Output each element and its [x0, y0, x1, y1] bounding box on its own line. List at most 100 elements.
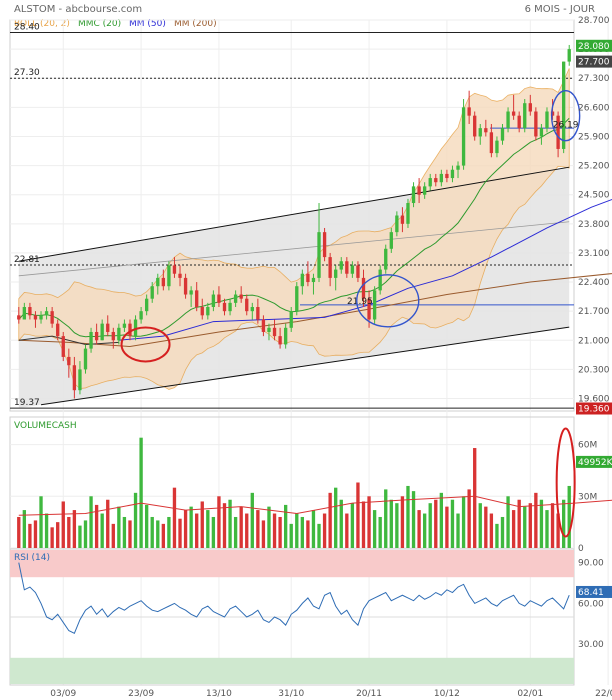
candle-body: [211, 294, 216, 308]
candle-body: [545, 111, 549, 129]
x-axis: 03/09 23/09 13/10 31/10 20/11 10/12 02/01 22/01: [50, 689, 612, 699]
date-tick-label: 23/09: [128, 689, 154, 699]
volume-bar: [539, 499, 544, 548]
candle-body: [500, 128, 505, 141]
volume-bar: [523, 506, 527, 548]
price-tick-label: 19.600: [578, 395, 610, 405]
price-tick-label: 23.800: [578, 220, 610, 230]
volume-bar: [117, 506, 121, 548]
chart-title: ALSTOM - abcbourse.com: [14, 4, 142, 15]
candle-body: [28, 307, 32, 316]
candle-body: [44, 311, 49, 316]
volume-bar: [183, 510, 188, 548]
price-tick-label: 28.700: [578, 16, 610, 26]
rsi-current-label: 68.41: [578, 588, 604, 598]
candle-body: [389, 232, 393, 249]
volume-bar: [339, 499, 343, 548]
candle-body: [311, 277, 316, 283]
candle-body: [528, 103, 532, 112]
volume-bar: [139, 437, 143, 548]
volume-bar: [489, 513, 494, 548]
level-label: 19.37: [14, 398, 40, 408]
volume-bar: [278, 516, 282, 548]
volume-bar: [561, 499, 566, 548]
volume-bar: [72, 510, 77, 548]
volume-bar: [434, 499, 438, 548]
candle-body: [300, 273, 305, 287]
volume-bar: [44, 513, 49, 548]
candle-body: [411, 186, 416, 204]
volume-bar: [456, 513, 460, 548]
candle-body: [317, 232, 321, 278]
candle-body: [256, 307, 260, 320]
volume-bar: [300, 516, 305, 548]
candle-body: [150, 286, 154, 299]
volume-bar: [328, 492, 332, 548]
volume-bar: [500, 516, 505, 548]
candle-body: [245, 298, 249, 312]
candle-body: [417, 186, 421, 195]
rsi-zones: [10, 550, 574, 684]
date-tick-label: 20/11: [356, 689, 382, 699]
candle-body: [372, 290, 377, 320]
candle-body: [306, 273, 310, 283]
volume-bar: [133, 492, 138, 548]
candle-body: [144, 298, 149, 312]
candle-body: [322, 232, 327, 258]
date-tick-label: 02/01: [517, 689, 543, 699]
rsi-tick-label: 60.00: [578, 599, 604, 609]
price-tick-label: 23.100: [578, 249, 610, 259]
candle-body: [206, 307, 210, 316]
candle-body: [50, 311, 54, 324]
volume-bar: [178, 518, 182, 548]
volume-bar: [467, 489, 471, 548]
candle-body: [339, 261, 343, 270]
volume-bar: [550, 503, 555, 548]
candle-body: [456, 165, 460, 170]
candle-body: [517, 115, 521, 129]
volume-bar: [361, 501, 366, 548]
price-tag-label: 28.080: [578, 42, 610, 52]
volume-bar: [506, 496, 510, 548]
candle-body: [523, 103, 527, 129]
candle-body: [61, 336, 65, 357]
volume-bar: [50, 527, 54, 548]
candle-body: [67, 356, 71, 366]
mmc20-line: [18, 117, 570, 338]
candle-body: [511, 111, 516, 116]
volume-tick-label: 30M: [578, 492, 597, 502]
volume-bar: [211, 516, 216, 548]
candle-body: [295, 286, 299, 312]
candle-body: [534, 111, 538, 137]
candle-body: [100, 323, 104, 341]
candle-body: [217, 294, 221, 303]
volume-bar: [422, 513, 427, 548]
candle-body: [183, 277, 188, 295]
rsi-overbought-zone: [10, 550, 574, 578]
candle-body: [111, 331, 115, 341]
volume-bar: [534, 492, 538, 548]
channel-upper-line: [18, 166, 570, 262]
price-annotation: 26.19: [553, 120, 579, 130]
legend-mm200: MM (200): [174, 19, 217, 29]
volume-bar: [167, 516, 171, 548]
candle-body: [567, 49, 571, 62]
volume-bar: [567, 485, 571, 548]
candle-body: [428, 178, 432, 187]
channel-lines: [18, 166, 570, 406]
price-tag-box: [576, 55, 612, 68]
candle-body: [78, 369, 82, 391]
candle-body: [556, 115, 560, 149]
rsi-panel: RSI (14) 90.00 60.00 30.00 68.41: [9, 548, 612, 686]
level-label: 27.30: [14, 68, 40, 78]
volume-bar: [61, 501, 65, 548]
volume-bar: [161, 523, 166, 548]
volume-axis: 60M 30M 0 49952K: [576, 441, 612, 554]
volume-bar: [478, 503, 482, 548]
price-tag-box: [576, 402, 612, 415]
candle-body: [139, 311, 143, 320]
candle-body: [122, 323, 127, 328]
volume-bar: [200, 501, 204, 548]
volume-bar: [261, 520, 266, 548]
